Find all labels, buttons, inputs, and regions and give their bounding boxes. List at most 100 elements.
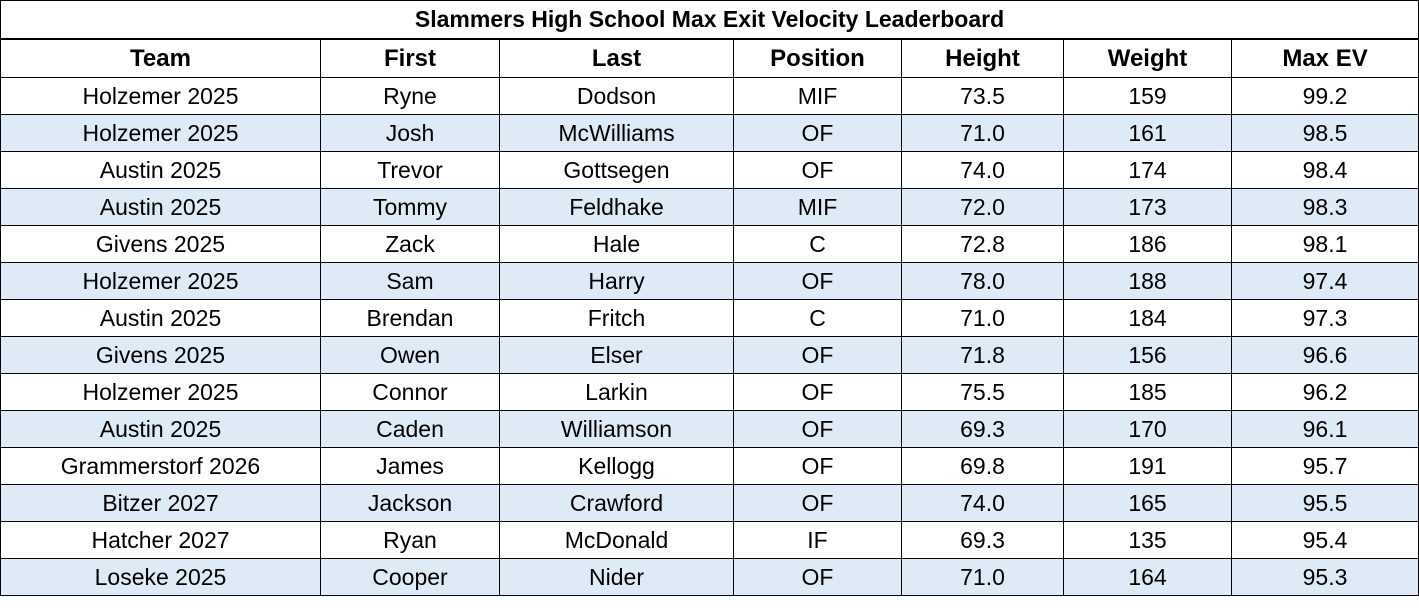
column-header: First [320,38,500,78]
table-cell: 98.5 [1230,114,1419,152]
table-cell: OF [733,484,902,522]
table-cell: Austin 2025 [0,410,321,448]
table-row: Givens 2025 Owen Elser OF 71.8 156 96.6 [0,336,1419,374]
table-body: Slammers High School Max Exit Velocity L… [0,0,1419,596]
table-cell: Grammerstorf 2026 [0,447,321,485]
table-cell: 97.3 [1230,299,1419,337]
table-cell: 74.0 [901,151,1064,189]
table-row: Grammerstorf 2026 James Kellogg OF 69.8 191 95… [0,447,1419,485]
table-cell: Gottsegen [499,151,734,189]
table-cell: Feldhake [499,188,734,226]
leaderboard-table: Slammers High School Max Exit Velocity L… [0,0,1419,596]
column-header: Height [901,38,1064,78]
table-cell: 72.0 [901,188,1064,226]
table-cell: Hale [499,225,734,263]
table-row: Austin 2025 Tommy Feldhake MIF 72.0 173 98.3 [0,188,1419,226]
table-cell: Harry [499,262,734,300]
table-cell: 98.4 [1230,151,1419,189]
table-cell: 184 [1063,299,1232,337]
table-cell: 75.5 [901,373,1064,411]
table-cell: Cooper [320,558,500,596]
column-header: Last [499,38,734,78]
table-title: Slammers High School Max Exit Velocity L… [0,0,1419,40]
table-cell: 96.1 [1230,410,1419,448]
table-cell: OF [733,151,902,189]
table-cell: Holzemer 2025 [0,114,321,152]
table-cell: OF [733,262,902,300]
table-cell: Ryne [320,77,500,115]
table-cell: Givens 2025 [0,336,321,374]
table-cell: 96.2 [1230,373,1419,411]
table-row: Holzemer 2025 Sam Harry OF 78.0 188 97.4 [0,262,1419,300]
table-cell: 95.3 [1230,558,1419,596]
table-cell: Givens 2025 [0,225,321,263]
table-cell: 164 [1063,558,1232,596]
table-cell: Ryan [320,521,500,559]
table-cell: 69.8 [901,447,1064,485]
title-row: Slammers High School Max Exit Velocity L… [0,0,1419,40]
table-cell: 69.3 [901,521,1064,559]
table-cell: Kellogg [499,447,734,485]
table-cell: Elser [499,336,734,374]
table-cell: Crawford [499,484,734,522]
table-cell: 165 [1063,484,1232,522]
table-cell: 99.2 [1230,77,1419,115]
table-cell: Zack [320,225,500,263]
table-cell: Brendan [320,299,500,337]
table-row: Holzemer 2025 Ryne Dodson MIF 73.5 159 99.2 [0,77,1419,115]
table-cell: OF [733,373,902,411]
table-cell: 173 [1063,188,1232,226]
table-cell: James [320,447,500,485]
table-cell: 71.0 [901,299,1064,337]
table-cell: OF [733,558,902,596]
table-cell: Holzemer 2025 [0,262,321,300]
table-cell: 71.0 [901,558,1064,596]
table-cell: Austin 2025 [0,151,321,189]
table-cell: 186 [1063,225,1232,263]
table-cell: MIF [733,77,902,115]
table-cell: Connor [320,373,500,411]
table-cell: 71.8 [901,336,1064,374]
table-cell: Dodson [499,77,734,115]
table-row: Austin 2025 Brendan Fritch C 71.0 184 97.3 [0,299,1419,337]
table-cell: 74.0 [901,484,1064,522]
table-cell: 71.0 [901,114,1064,152]
table-cell: Trevor [320,151,500,189]
table-cell: Owen [320,336,500,374]
table-row: Austin 2025 Trevor Gottsegen OF 74.0 174 98.4 [0,151,1419,189]
table-cell: IF [733,521,902,559]
table-cell: MIF [733,188,902,226]
table-row: Givens 2025 Zack Hale C 72.8 186 98.1 [0,225,1419,263]
table-cell: Williamson [499,410,734,448]
table-cell: Loseke 2025 [0,558,321,596]
table-cell: Caden [320,410,500,448]
table-cell: 161 [1063,114,1232,152]
table-cell: 78.0 [901,262,1064,300]
table-cell: Austin 2025 [0,188,321,226]
table-cell: Josh [320,114,500,152]
table-cell: 156 [1063,336,1232,374]
table-cell: OF [733,410,902,448]
column-header: Team [0,38,321,78]
table-cell: 98.1 [1230,225,1419,263]
table-row: Austin 2025 Caden Williamson OF 69.3 170 96.1 [0,410,1419,448]
column-header: Max EV [1230,38,1419,78]
column-header: Position [733,38,902,78]
table-cell: 135 [1063,521,1232,559]
table-cell: 98.3 [1230,188,1419,226]
table-cell: 170 [1063,410,1232,448]
table-cell: 96.6 [1230,336,1419,374]
table-cell: Fritch [499,299,734,337]
table-row: Holzemer 2025 Josh McWilliams OF 71.0 161 98.5 [0,114,1419,152]
table-cell: Jackson [320,484,500,522]
table-row: Holzemer 2025 Connor Larkin OF 75.5 185 96.2 [0,373,1419,411]
table-cell: 69.3 [901,410,1064,448]
table-cell: McWilliams [499,114,734,152]
table-row: Bitzer 2027 Jackson Crawford OF 74.0 165 95.5 [0,484,1419,522]
table-cell: 159 [1063,77,1232,115]
table-cell: Hatcher 2027 [0,521,321,559]
column-header: Weight [1063,38,1232,78]
table-cell: Sam [320,262,500,300]
table-cell: 174 [1063,151,1232,189]
